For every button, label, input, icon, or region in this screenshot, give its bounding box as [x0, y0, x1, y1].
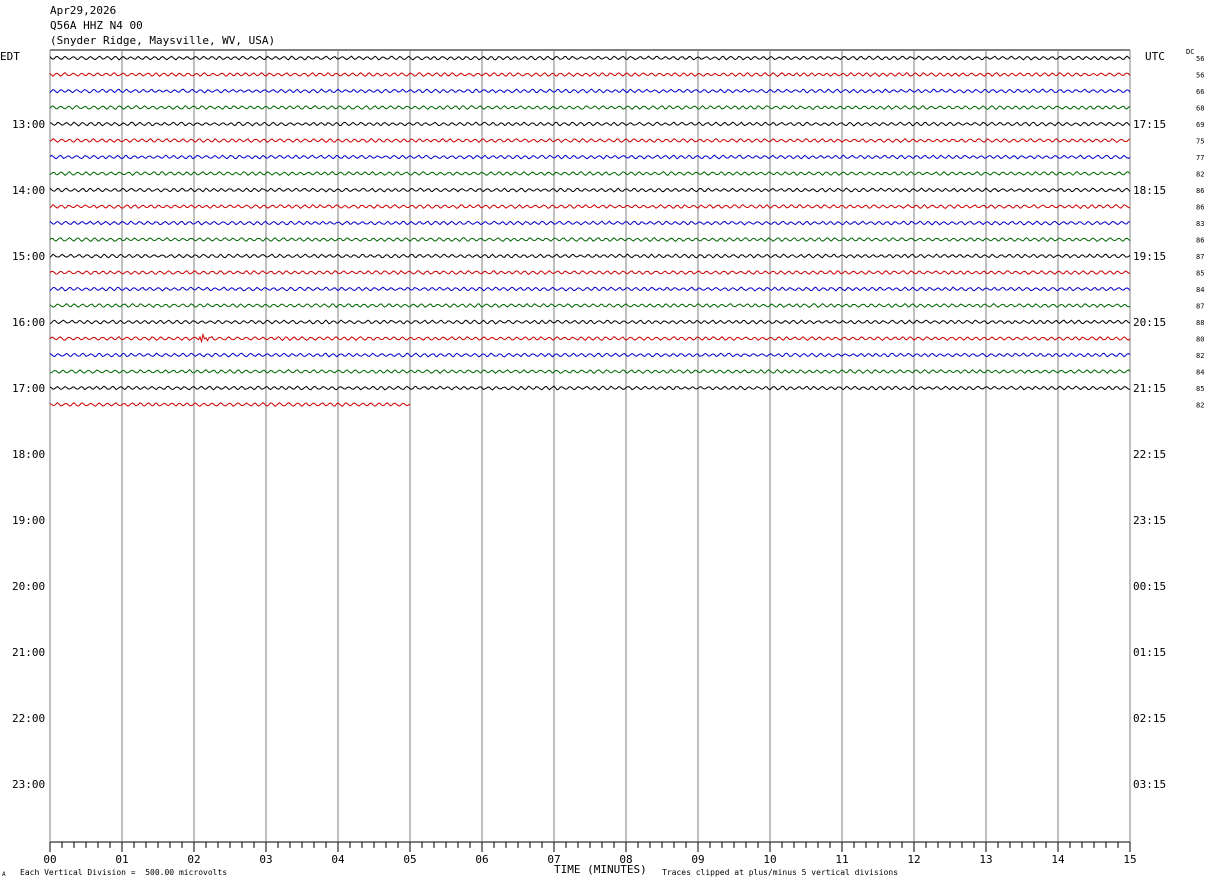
dc-offset-value: 86: [1196, 204, 1204, 212]
left-hour-label: 14:00: [12, 184, 45, 197]
left-hour-label: 20:00: [12, 580, 45, 593]
dc-offset-value: 83: [1196, 220, 1204, 228]
dc-offset-value: 68: [1196, 105, 1204, 113]
dc-offset-value: 56: [1196, 55, 1204, 63]
footer-scale-note: Each Vertical Division = 500.00 microvol…: [20, 868, 228, 877]
left-hour-label: 17:00: [12, 382, 45, 395]
dc-offset-value: 82: [1196, 171, 1204, 179]
left-hour-label: 22:00: [12, 712, 45, 725]
dc-offset-value: 86: [1196, 237, 1204, 245]
x-tick-label: 02: [187, 853, 200, 866]
trace-line: [49, 332, 1131, 344]
dc-offset-header: DC: [1186, 48, 1195, 56]
footer-corner-mark: A: [2, 871, 6, 878]
trace-line: [49, 220, 1131, 226]
trace-line: [49, 137, 1131, 144]
dc-offset-value: 66: [1196, 88, 1204, 96]
right-hour-label: 00:15: [1133, 580, 1166, 593]
left-hour-label: 23:00: [12, 778, 45, 791]
dc-offset-value: 80: [1196, 336, 1204, 344]
header-station: Q56A HHZ N4 00: [50, 19, 143, 32]
trace-line: [49, 253, 1131, 259]
dc-offset-value: 84: [1196, 286, 1204, 294]
x-tick-label: 03: [259, 853, 272, 866]
x-tick-label: 15: [1123, 853, 1136, 866]
trace-line: [49, 236, 1131, 242]
x-tick-label: 10: [763, 853, 776, 866]
left-hour-label: 21:00: [12, 646, 45, 659]
x-tick-label: 09: [691, 853, 704, 866]
header-location: (Snyder Ridge, Maysville, WV, USA): [50, 34, 276, 47]
x-tick-label: 07: [547, 853, 560, 866]
right-hour-label: 17:15: [1133, 118, 1166, 131]
left-hour-label: 13:00: [12, 118, 45, 131]
dc-offset-value: 87: [1196, 253, 1204, 261]
trace-line: [49, 121, 1131, 127]
right-timezone-label: UTC: [1145, 50, 1165, 63]
dc-offset-value: 82: [1196, 402, 1204, 410]
dc-offset-value: 84: [1196, 369, 1204, 377]
header-date: Apr29,2026: [50, 4, 117, 17]
trace-line: [49, 88, 1131, 94]
x-tick-label: 11: [835, 853, 848, 866]
dc-offset-value: 88: [1196, 319, 1204, 327]
trace-line: [49, 203, 1131, 210]
dc-offset-value: 82: [1196, 352, 1204, 360]
trace-line: [49, 170, 1131, 177]
trace-line: [49, 302, 1131, 309]
x-tick-label: 04: [331, 853, 345, 866]
footer-clip-note: Traces clipped at plus/minus 5 vertical …: [662, 868, 899, 877]
trace-line: [49, 187, 1131, 193]
trace-line: [49, 104, 1131, 111]
x-tick-label: 08: [619, 853, 632, 866]
trace-line: [49, 269, 1131, 276]
right-hour-label: 21:15: [1133, 382, 1166, 395]
trace-line: [49, 286, 1131, 292]
trace-line: [49, 352, 1131, 358]
trace-line: [49, 368, 1131, 375]
dc-offset-value: 56: [1196, 72, 1204, 80]
x-tick-label: 06: [475, 853, 488, 866]
left-hour-label: 18:00: [12, 448, 45, 461]
right-hour-label: 03:15: [1133, 778, 1166, 791]
left-hour-label: 15:00: [12, 250, 45, 263]
dc-offset-value: 85: [1196, 385, 1204, 393]
right-hour-label: 20:15: [1133, 316, 1166, 329]
left-hour-label: 19:00: [12, 514, 45, 527]
left-timezone-label: EDT: [0, 50, 20, 63]
right-hour-label: 02:15: [1133, 712, 1166, 725]
right-hour-label: 23:15: [1133, 514, 1166, 527]
right-hour-label: 19:15: [1133, 250, 1166, 263]
trace-line: [49, 71, 1131, 78]
left-hour-label: 16:00: [12, 316, 45, 329]
dc-offset-value: 69: [1196, 121, 1204, 129]
trace-line: [49, 319, 1131, 325]
trace-line: [49, 55, 1131, 61]
dc-offset-value: 86: [1196, 187, 1204, 195]
trace-line: [49, 385, 1131, 391]
dc-offset-value: 75: [1196, 138, 1204, 146]
x-tick-label: 05: [403, 853, 416, 866]
dc-offset-value: 87: [1196, 303, 1204, 311]
x-axis-title: TIME (MINUTES): [554, 863, 647, 876]
trace-line: [49, 154, 1131, 160]
x-tick-label: 12: [907, 853, 920, 866]
right-hour-label: 22:15: [1133, 448, 1166, 461]
x-tick-label: 01: [115, 853, 128, 866]
x-tick-label: 14: [1051, 853, 1065, 866]
x-tick-label: 13: [979, 853, 992, 866]
trace-line: [49, 402, 411, 407]
x-tick-label: 00: [43, 853, 56, 866]
dc-offset-value: 77: [1196, 154, 1204, 162]
right-hour-label: 18:15: [1133, 184, 1166, 197]
dc-offset-value: 85: [1196, 270, 1204, 278]
right-hour-label: 01:15: [1133, 646, 1166, 659]
